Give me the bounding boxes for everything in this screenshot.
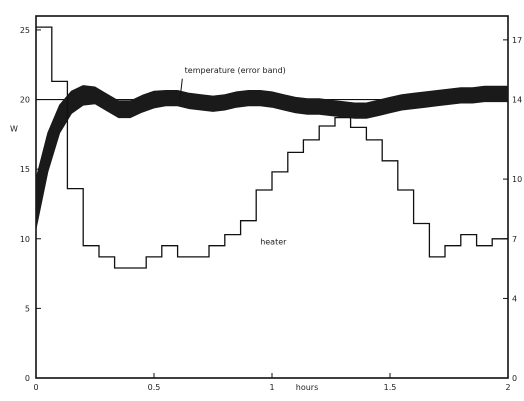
x-tick-label: 0 xyxy=(33,383,38,392)
y-left-tick-label: 20 xyxy=(20,96,30,105)
y-left-tick-label: 15 xyxy=(20,165,30,174)
x-tick-label: 2 xyxy=(505,383,510,392)
x-tick-label: 1.5 xyxy=(384,383,397,392)
x-tick-label: 0.5 xyxy=(148,383,161,392)
y-left-tick-label: 5 xyxy=(25,304,30,313)
y-right-tick-label: 17 xyxy=(512,36,522,45)
series-group xyxy=(35,26,509,269)
annotation-heater: heater xyxy=(260,237,287,246)
x-axis-label: hours xyxy=(296,383,319,392)
annotation-temperature: temperature (error band) xyxy=(185,66,286,75)
annotation-temperature-leader xyxy=(179,78,183,100)
y-right-tick-label: 4 xyxy=(512,294,517,303)
y-left-tick-label: 0 xyxy=(25,374,30,383)
y-left-tick-label: 25 xyxy=(20,26,30,35)
y-right-tick-label: 7 xyxy=(512,235,517,244)
heater-step-line xyxy=(36,26,508,269)
y-right-tick-label: 10 xyxy=(512,175,522,184)
y-right-tick-label: 0 xyxy=(512,374,517,383)
y-axis-label-left: W xyxy=(10,124,18,133)
temperature-band xyxy=(35,85,509,230)
x-tick-label: 1 xyxy=(269,383,274,392)
y-right-tick-label: 14 xyxy=(512,96,522,105)
y-left-tick-label: 10 xyxy=(20,235,30,244)
